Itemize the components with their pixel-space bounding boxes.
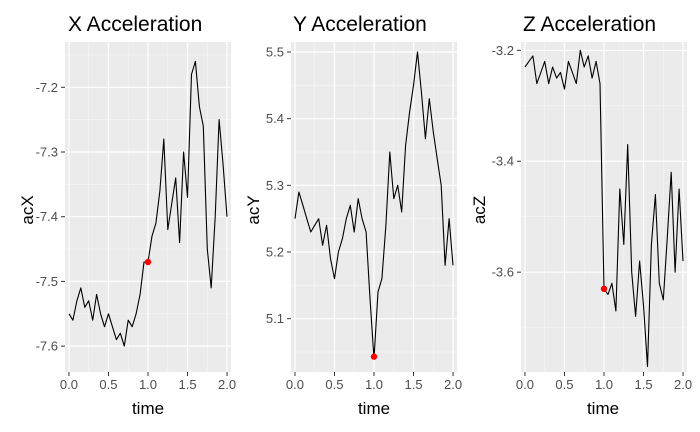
- y-acceleration-ylabel: acY: [244, 195, 263, 224]
- x-acceleration-tick-label-y: -7.6: [36, 339, 58, 354]
- x-acceleration-panel: X Acceleration acX time 0.0 0.5 1.0 1.5 2.0 -…: [18, 13, 236, 418]
- y-acceleration-tick-label-y: 5.3: [266, 178, 284, 193]
- x-acceleration-tick-label-y: -7.2: [36, 80, 58, 95]
- z-acceleration-tick-label-y: -3.6: [492, 265, 514, 280]
- x-acceleration-tick-label-y: -7.4: [36, 209, 58, 224]
- y-acceleration-plot-area: 0.0 0.5 1.0 1.5 2.0 5.1 5.2 5.3 5.4 5.5: [266, 42, 462, 392]
- z-acceleration-panel: Z Acceleration acZ time 0.0 0.5 1.0 1.5 2.0 -…: [470, 13, 692, 418]
- x-acceleration-tick-label-x: 0.0: [60, 377, 78, 392]
- y-acceleration-xlabel: time: [358, 399, 390, 418]
- y-acceleration-highlight-point: [370, 353, 378, 360]
- z-acceleration-title: Z Acceleration: [523, 13, 656, 36]
- y-acceleration-tick-label-x: 1.0: [365, 377, 383, 392]
- z-acceleration-plot-area: 0.0 0.5 1.0 1.5 2.0 -3.6 -3.4 -3.2: [492, 42, 692, 392]
- x-acceleration-tick-label-x: 0.5: [99, 377, 117, 392]
- x-acceleration-ylabel: acX: [18, 195, 37, 224]
- y-acceleration-tick-label-x: 0.5: [325, 377, 343, 392]
- y-acceleration-title: Y Acceleration: [293, 13, 427, 36]
- y-acceleration-tick-label-x: 1.5: [404, 377, 422, 392]
- x-acceleration-tick-label-x: 2.0: [218, 377, 236, 392]
- y-acceleration-tick-label-y: 5.1: [266, 311, 284, 326]
- z-acceleration-tick-label-x: 1.0: [595, 377, 613, 392]
- z-acceleration-tick-label-y: -3.2: [492, 43, 514, 58]
- y-acceleration-tick-label-x: 0.0: [286, 377, 304, 392]
- z-acceleration-ylabel: acZ: [470, 196, 489, 224]
- z-acceleration-xlabel: time: [587, 399, 619, 418]
- x-acceleration-tick-label-x: 1.5: [178, 377, 196, 392]
- x-acceleration-tick-label-x: 1.0: [139, 377, 157, 392]
- z-acceleration-tick-label-x: 2.0: [674, 377, 692, 392]
- x-acceleration-tick-label-y: -7.3: [36, 145, 58, 160]
- z-acceleration-tick-label-x: 0.0: [516, 377, 534, 392]
- y-acceleration-tick-label-y: 5.2: [266, 245, 284, 260]
- x-acceleration-tick-label-y: -7.5: [36, 274, 58, 289]
- y-acceleration-tick-label-y: 5.5: [266, 45, 284, 60]
- x-acceleration-plot-area: 0.0 0.5 1.0 1.5 2.0 -7.6 -7.5 -7.4 -7.3 -7.2: [36, 42, 236, 392]
- x-acceleration-title: X Acceleration: [68, 13, 202, 36]
- z-acceleration-tick-label-x: 0.5: [555, 377, 573, 392]
- z-acceleration-tick-label-y: -3.4: [492, 154, 514, 169]
- y-acceleration-panel: Y Acceleration acY time 0.0 0.5 1.0 1.5 2.0 5…: [244, 13, 462, 418]
- y-acceleration-tick-label-y: 5.4: [266, 111, 284, 126]
- z-acceleration-highlight-point: [600, 285, 608, 293]
- y-acceleration-tick-label-x: 2.0: [444, 377, 462, 392]
- z-acceleration-tick-label-x: 1.5: [634, 377, 652, 392]
- x-acceleration-xlabel: time: [132, 399, 164, 418]
- x-acceleration-highlight-point: [144, 258, 152, 266]
